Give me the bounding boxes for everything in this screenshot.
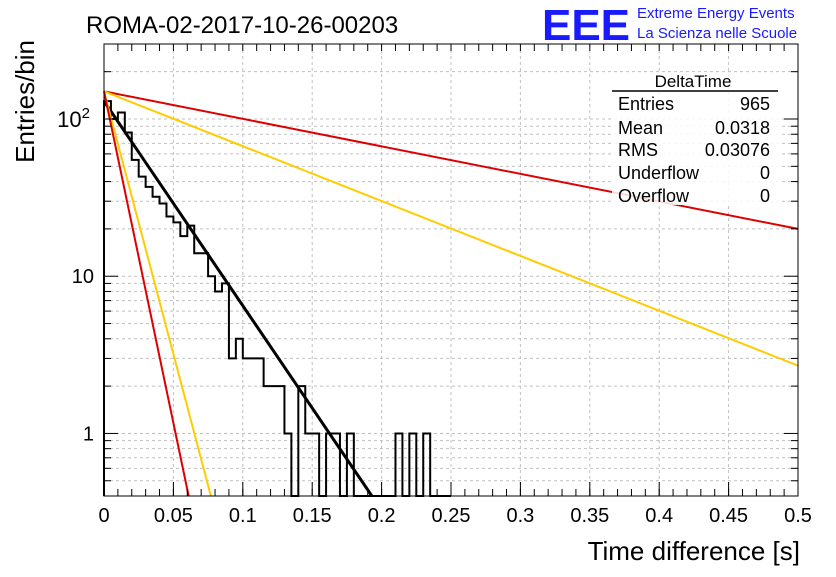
- run-title: ROMA-02-2017-10-26-00203: [86, 12, 398, 39]
- stats-value-overflow: 0: [760, 186, 770, 206]
- stats-box-bg: [612, 73, 780, 205]
- stats-box: DeltaTime Entries 965 Mean 0.0318 RMS 0.…: [612, 72, 780, 206]
- y-tick-label: 1: [83, 423, 94, 445]
- orange-exponential-curve: [103, 91, 212, 497]
- x-tick-label: 0.05: [154, 505, 193, 527]
- eee-logo: EEE: [542, 1, 630, 50]
- stats-label-entries: Entries: [618, 94, 674, 114]
- stats-label-rms: RMS: [618, 140, 658, 160]
- stats-value-mean: 0.0318: [715, 118, 770, 138]
- stats-value-underflow: 0: [760, 163, 770, 183]
- stats-label-underflow: Underflow: [618, 163, 700, 183]
- axis-ticks: 0 0.05 0.1 0.15 0.2 0.25 0.3 0.35 0.4 0.45 0.5 1 10 1…: [57, 43, 812, 527]
- x-axis-label: Time difference [s]: [588, 536, 800, 566]
- logo-line-2: La Scienza nelle Scuole: [637, 25, 797, 42]
- x-tick-label: 0.35: [570, 505, 609, 527]
- x-tick-label: 0.2: [368, 505, 396, 527]
- stats-label-overflow: Overflow: [618, 186, 690, 206]
- red-exponential-curve: [103, 90, 799, 230]
- x-tick-label: 0.3: [506, 505, 534, 527]
- stats-label-mean: Mean: [618, 118, 663, 138]
- x-tick-label: 0.45: [709, 505, 748, 527]
- x-tick-label: 0.1: [229, 505, 257, 527]
- y-tick-label: 102: [57, 105, 90, 132]
- fit-curves: [102, 90, 799, 497]
- orange-exponential-curve: [103, 90, 799, 367]
- stats-value-entries: 965: [740, 94, 770, 114]
- logo-line-1: Extreme Energy Events: [637, 5, 795, 22]
- y-axis-label: Entries/bin: [10, 40, 40, 163]
- black-exponential-curve: [102, 100, 374, 497]
- y-tick-label: 10: [72, 266, 94, 288]
- x-tick-label: 0.15: [293, 505, 332, 527]
- x-tick-label: 0.5: [784, 505, 812, 527]
- red-exponential-curve: [103, 91, 190, 497]
- x-tick-label: 0.25: [432, 505, 471, 527]
- stats-value-rms: 0.03076: [705, 140, 770, 160]
- x-tick-label: 0: [98, 505, 109, 527]
- stats-box-title: DeltaTime: [655, 72, 732, 91]
- x-tick-label: 0.4: [645, 505, 673, 527]
